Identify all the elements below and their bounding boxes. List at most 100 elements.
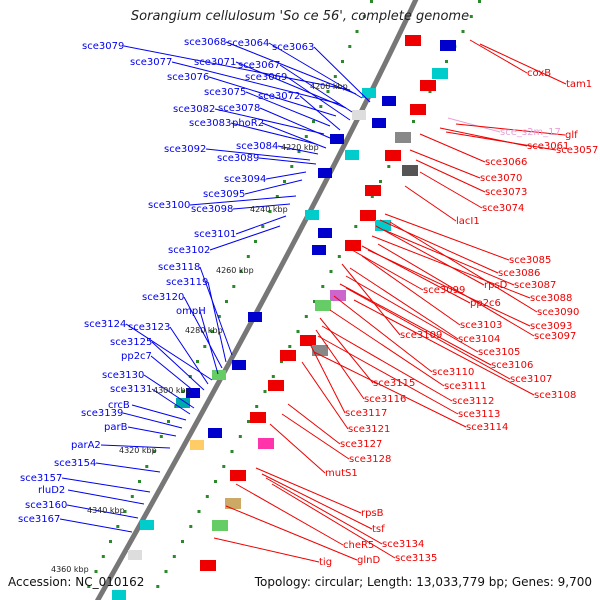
reverse-gene-label[interactable]: sce3105 [478,347,520,358]
reverse-gene-label[interactable]: sce3097 [534,331,576,342]
leader-line [151,341,205,391]
reverse-gene-label[interactable]: sce3127 [340,439,382,450]
reverse-gene-label[interactable]: sce3114 [466,422,508,433]
tick-dot [329,270,333,273]
forward-gene-label[interactable]: phoR2 [232,118,264,129]
forward-gene-label[interactable]: ompH [176,306,206,317]
tick-dot [196,360,199,363]
reverse-gene-label[interactable]: sce3135 [395,553,437,564]
tick-dot [205,495,209,498]
reverse-gene-label[interactable]: sce3057 [556,145,598,156]
reverse-gene-label[interactable]: glnD [357,555,380,566]
leader-line [66,504,139,519]
forward-gene-label[interactable]: sce3068 [184,37,226,48]
reverse-gene-label[interactable]: sce3061 [527,141,569,152]
reverse-gene-label[interactable]: sce3117 [345,408,387,419]
reverse-gene-label[interactable]: sce3073 [485,187,527,198]
forward-gene-label[interactable]: parB [104,422,128,433]
forward-gene-label[interactable]: sce3084 [236,141,278,152]
reverse-gene-label[interactable]: sce3104 [458,334,500,345]
reverse-gene-label[interactable]: mutS1 [325,468,358,479]
forward-gene-label[interactable]: sce3063 [272,42,314,53]
reverse-gene-label[interactable]: lacI1 [456,216,480,227]
forward-gene-label[interactable]: sce3120 [142,292,184,303]
forward-gene-label[interactable]: sce3072 [258,91,300,102]
forward-gene-label[interactable]: sce3125 [110,337,152,348]
forward-gene-label[interactable]: sce3078 [218,103,260,114]
reverse-gene-label[interactable]: sce3107 [510,374,552,385]
forward-gene-label[interactable]: sce3077 [130,57,172,68]
reverse-gene-label[interactable]: pp2c6 [470,298,501,309]
forward-gene-label[interactable]: sce3098 [191,204,233,215]
reverse-gene-label[interactable]: sce3090 [537,307,579,318]
forward-gene-label[interactable]: sce3079 [82,41,124,52]
reverse-gene-label[interactable]: tsf [372,524,385,535]
forward-gene-label[interactable]: sce3160 [25,500,67,511]
leader-line [189,195,297,206]
reverse-gene-label[interactable]: sce3066 [485,157,527,168]
reverse-gene-label[interactable]: sce3109 [400,330,442,341]
reverse-gene-label[interactable]: sce3103 [460,320,502,331]
reverse-gene-label[interactable]: sce3113 [458,409,500,420]
forward-gene-label[interactable]: parA2 [71,440,101,451]
reverse-gene-label[interactable]: sce3099 [423,285,465,296]
reverse-gene-label[interactable]: sce3111 [444,381,486,392]
reverse-gene-label[interactable]: sce3110 [432,367,474,378]
forward-gene-label[interactable]: sce3139 [81,408,123,419]
reverse-gene-label[interactable]: sce3085 [509,255,551,266]
forward-gene-label[interactable]: sce3157 [20,473,62,484]
reverse-gene-label[interactable]: sce3128 [349,454,391,465]
forward-gene-label[interactable]: sce3064 [227,38,269,49]
forward-gene-label[interactable]: sce3071 [194,57,236,68]
reverse-gene-label[interactable]: rpsD [484,280,508,291]
reverse-gene-label[interactable]: sce3112 [452,396,494,407]
forward-gene-label[interactable]: sce3082 [173,104,215,115]
accession-text: Accession: NC_010162 [8,575,145,589]
forward-gene-label[interactable]: sce3123 [128,322,170,333]
forward-gene-label[interactable]: sce3131 [110,384,152,395]
reverse-gene-label[interactable]: sce3093 [530,321,572,332]
reverse-gene-label[interactable]: sce3108 [534,390,576,401]
forward-gene-label[interactable]: pp2c7 [121,351,152,362]
tick-dot [304,315,308,318]
forward-gene-block [352,110,366,120]
forward-gene-label[interactable]: sce3154 [54,458,96,469]
reverse-gene-label[interactable]: sce3074 [482,203,524,214]
reverse-gene-label[interactable]: sce3134 [382,539,424,550]
reverse-gene-label[interactable]: sce3087 [514,280,556,291]
reverse-gene-label[interactable]: sce3121 [348,424,390,435]
forward-gene-label[interactable]: rluD2 [38,485,65,496]
forward-gene-label[interactable]: sce3124 [84,319,126,330]
forward-gene-label[interactable]: sce3069 [245,72,287,83]
forward-gene-label[interactable]: sce3094 [224,174,266,185]
forward-gene-label[interactable]: sce3083 [189,118,231,129]
reverse-gene-label[interactable]: sce3116 [364,394,406,405]
forward-gene-label[interactable]: sce3100 [148,200,190,211]
forward-gene-label[interactable]: sce3101 [194,229,236,240]
reverse-gene-label[interactable]: coxB [527,68,551,79]
forward-gene-label[interactable]: crcB [108,400,130,411]
forward-gene-label[interactable]: sce3092 [164,144,206,155]
forward-gene-label[interactable]: sce3089 [217,153,259,164]
forward-gene-label[interactable]: sce3119 [166,277,208,288]
reverse-gene-label[interactable]: sce3115 [373,378,415,389]
reverse-gene-label[interactable]: tig [319,557,332,568]
forward-gene-label[interactable]: sce3130 [102,370,144,381]
forward-gene-label[interactable]: sce3095 [203,189,245,200]
forward-gene-label[interactable]: sce3102 [168,245,210,256]
reverse-gene-label[interactable]: sce3070 [480,173,522,184]
reverse-gene-label[interactable]: cheR5 [343,540,374,551]
reverse-gene-label[interactable]: glf [565,130,578,141]
forward-gene-label[interactable]: sce3076 [167,72,209,83]
forward-gene-label[interactable]: sce3167 [18,514,60,525]
reverse-gene-label[interactable]: sce3088 [530,293,572,304]
reverse-gene-label[interactable]: tam1 [566,79,592,90]
forward-gene-label[interactable]: sce3067 [238,60,280,71]
reverse-gene-label[interactable]: sce3086 [498,268,540,279]
kbp-tick-label: 4240 kbp [250,205,288,214]
reverse-gene-label[interactable]: rpsB [361,508,384,519]
forward-gene-label[interactable]: sce3075 [204,87,246,98]
reverse-gene-label[interactable]: sce3106 [491,360,533,371]
forward-gene-label[interactable]: sce3118 [158,262,200,273]
reverse-gene-label[interactable]: sce_s2m_17 [500,127,561,138]
